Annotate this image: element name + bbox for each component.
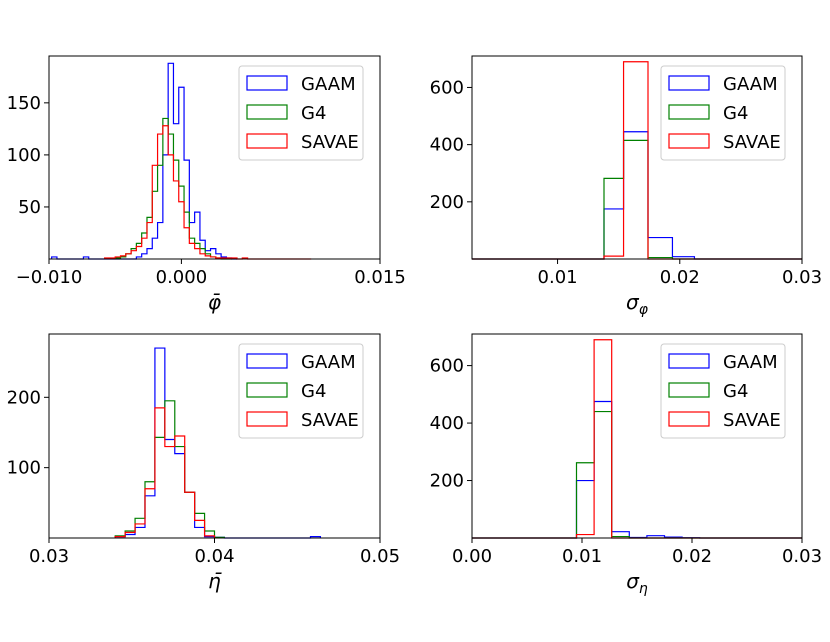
legend-swatch-g4 [668, 382, 710, 398]
y-tick-label: 400 [430, 413, 464, 434]
y-tick-label: 200 [430, 471, 464, 492]
legend: GAAM G4 SAVAE [660, 65, 786, 161]
legend-label-savae: SAVAE [723, 132, 781, 153]
legend-label-gaam: GAAM [723, 74, 778, 95]
y-tick-label: 200 [7, 387, 41, 408]
x-axis-label: η̄ [208, 569, 222, 593]
y-tick-label: 600 [430, 356, 464, 377]
hist-series-savae [114, 407, 216, 538]
y-tick-label: 50 [18, 197, 41, 218]
legend-label-gaam: GAAM [301, 74, 356, 95]
panel-4: 0.00 0.01 0.02 0.03 200 400 600 ση GAAM G4 SAVAE [430, 333, 822, 597]
legend: GAAM G4 SAVAE [238, 343, 364, 439]
x-tick-label: 0.05 [360, 546, 400, 567]
axes-frame [48, 55, 381, 260]
panel-1: −0.010 0.000 0.015 50 100 150 φ̄ GAAM G4 SAVAE [7, 55, 406, 314]
legend-swatch-g4 [246, 104, 288, 120]
panel-3: 0.03 0.04 0.05 100 200 η̄ GAAM G4 SAVAE [7, 333, 400, 593]
x-tick-label: 0.000 [156, 267, 208, 288]
legend-swatch-savae [668, 411, 710, 427]
hist-series-g4 [114, 117, 232, 260]
legend: GAAM G4 SAVAE [660, 343, 786, 439]
panel-2: 0.01 0.02 0.03 200 400 600 σφ GAAM G4 SAVAE [430, 55, 822, 318]
legend-label-gaam: GAAM [301, 352, 356, 373]
hist-series-gaam [51, 62, 238, 260]
x-tick-label: 0.02 [672, 546, 712, 567]
hist-series-savae [472, 339, 802, 539]
legend-label-savae: SAVAE [723, 410, 781, 431]
axes-frame [471, 333, 803, 539]
x-axis-label: σφ [626, 290, 649, 318]
legend-swatch-g4 [668, 104, 710, 120]
x-tick-label: 0.03 [29, 546, 69, 567]
y-tick-label: 100 [7, 458, 41, 479]
hist-series-g4 [472, 410, 802, 539]
x-tick-label: 0.01 [538, 267, 578, 288]
legend-label-savae: SAVAE [301, 132, 359, 153]
legend-label-g4: G4 [301, 103, 326, 124]
legend-label-gaam: GAAM [723, 352, 778, 373]
legend-swatch-savae [668, 133, 710, 149]
y-tick-label: 400 [430, 135, 464, 156]
legend-swatch-gaam [246, 353, 288, 369]
legend-label-g4: G4 [723, 103, 748, 124]
legend-label-savae: SAVAE [301, 410, 359, 431]
x-tick-label: 0.015 [354, 267, 406, 288]
legend-swatch-savae [246, 133, 288, 149]
legend: GAAM G4 SAVAE [238, 65, 364, 161]
legend-swatch-gaam [246, 75, 288, 91]
x-tick-label: 0.03 [782, 546, 822, 567]
x-tick-label: 0.03 [782, 267, 822, 288]
x-axis-label: φ̄ [208, 290, 221, 314]
y-tick-label: 100 [7, 145, 41, 166]
legend-label-g4: G4 [301, 381, 326, 402]
x-axis-label: ση [626, 569, 648, 597]
hist-series-g4 [114, 400, 226, 538]
legend-swatch-gaam [668, 353, 710, 369]
legend-label-g4: G4 [723, 381, 748, 402]
y-tick-label: 600 [430, 77, 464, 98]
hist-series-g4 [472, 139, 802, 260]
axes-frame [471, 55, 803, 260]
legend-swatch-gaam [668, 75, 710, 91]
legend-swatch-g4 [246, 382, 288, 398]
legend-swatch-savae [246, 411, 288, 427]
x-tick-label: −0.010 [16, 267, 83, 288]
x-tick-label: 0.01 [562, 546, 602, 567]
x-tick-label: 0.02 [660, 267, 700, 288]
y-tick-label: 150 [7, 93, 41, 114]
x-tick-label: 0.04 [194, 546, 234, 567]
x-tick-label: 0.00 [452, 546, 492, 567]
y-tick-label: 200 [430, 192, 464, 213]
